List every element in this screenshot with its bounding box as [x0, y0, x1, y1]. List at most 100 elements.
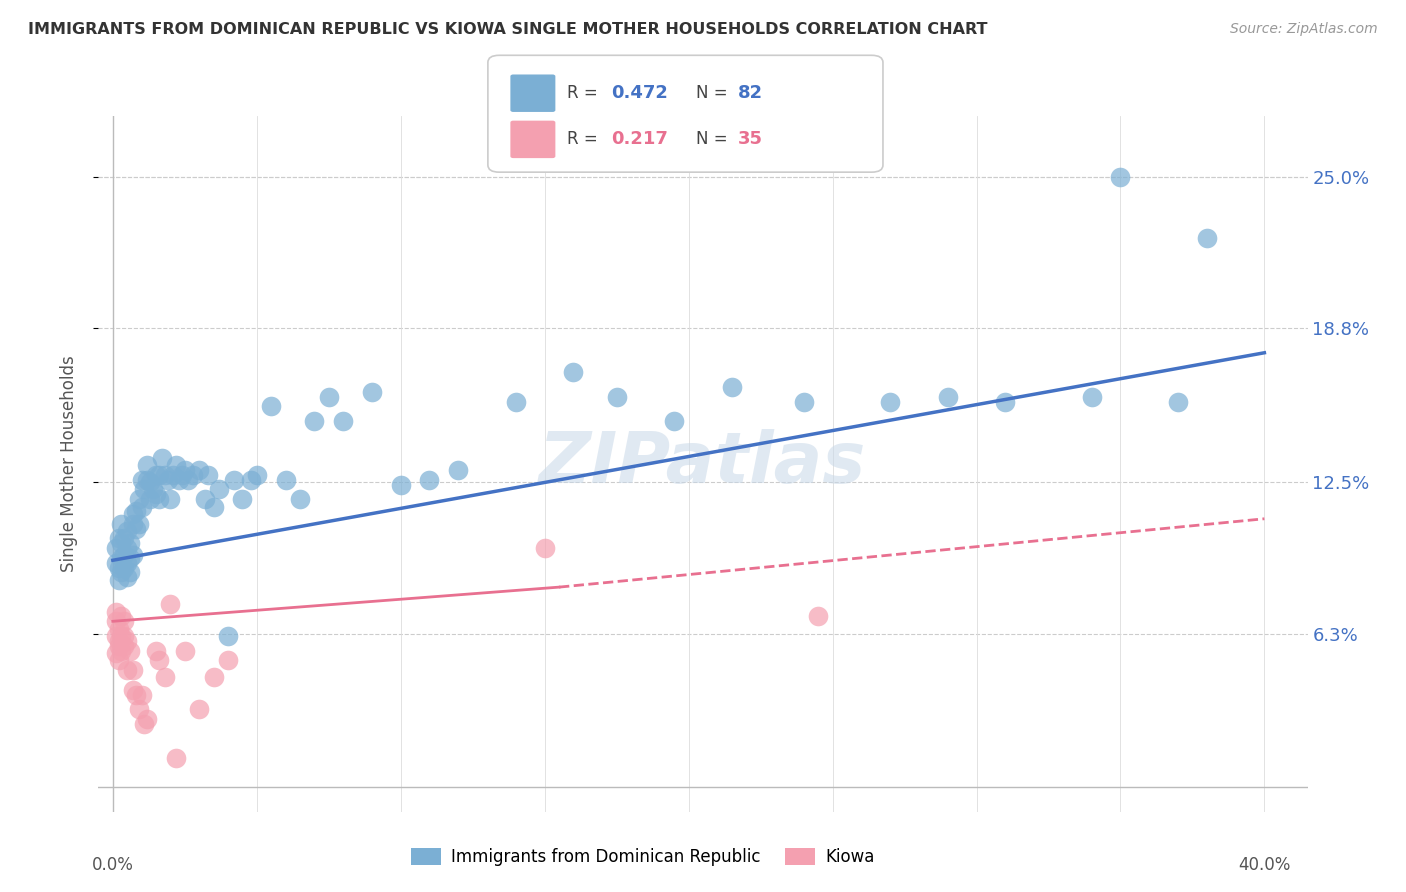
Point [332, 414, 354, 428]
Point [793, 394, 815, 409]
Point [1080, 390, 1102, 404]
Point [188, 702, 211, 716]
Point [165, 458, 187, 472]
Point [110, 643, 132, 657]
Point [183, 467, 205, 482]
Text: IMMIGRANTS FROM DOMINICAN REPUBLIC VS KIOWA SINGLE MOTHER HOUSEHOLDS CORRELATION: IMMIGRANTS FROM DOMINICAN REPUBLIC VS KI… [28, 22, 987, 37]
Point [112, 531, 135, 545]
Point [167, 473, 190, 487]
Point [240, 473, 263, 487]
Point [110, 566, 132, 580]
Point [148, 653, 170, 667]
Point [115, 524, 138, 538]
Point [162, 467, 184, 482]
Point [156, 473, 179, 487]
Point [115, 633, 138, 648]
Text: N =: N = [696, 84, 738, 103]
Point [107, 653, 129, 667]
Point [131, 688, 153, 702]
Point [104, 556, 127, 570]
Point [173, 463, 195, 477]
Point [217, 653, 239, 667]
Point [112, 629, 135, 643]
Point [197, 467, 219, 482]
Point [208, 483, 231, 497]
Point [125, 688, 148, 702]
Point [122, 663, 145, 677]
Text: Source: ZipAtlas.com: Source: ZipAtlas.com [1230, 22, 1378, 37]
Point [110, 536, 132, 550]
Point [104, 541, 127, 555]
Point [134, 716, 156, 731]
Point [562, 365, 585, 379]
Point [110, 550, 132, 565]
Point [1167, 394, 1189, 409]
Point [107, 573, 129, 587]
Point [159, 492, 181, 507]
Point [936, 390, 959, 404]
Point [202, 500, 225, 514]
Point [173, 643, 195, 657]
Y-axis label: Single Mother Households: Single Mother Households [59, 356, 77, 572]
Point [176, 473, 198, 487]
Point [153, 467, 176, 482]
Point [122, 682, 145, 697]
Point [720, 380, 742, 394]
Point [1109, 169, 1132, 184]
Point [260, 400, 283, 414]
Point [606, 390, 628, 404]
Point [145, 643, 167, 657]
Point [120, 550, 142, 565]
Point [136, 458, 159, 472]
Point [994, 394, 1017, 409]
Point [107, 560, 129, 574]
Point [139, 492, 162, 507]
Point [288, 492, 311, 507]
Point [318, 390, 340, 404]
Point [110, 516, 132, 531]
Text: R =: R = [567, 130, 607, 148]
Point [131, 473, 153, 487]
Point [110, 609, 132, 624]
Point [807, 609, 830, 624]
Text: 0.0%: 0.0% [91, 855, 134, 873]
Point [188, 463, 211, 477]
Point [139, 475, 162, 490]
Point [115, 663, 138, 677]
Point [128, 516, 150, 531]
Point [120, 536, 142, 550]
Point [246, 467, 269, 482]
Point [115, 541, 138, 555]
Point [304, 414, 326, 428]
Point [128, 492, 150, 507]
Point [112, 549, 135, 563]
Point [136, 473, 159, 487]
Text: 82: 82 [738, 84, 763, 103]
Point [153, 670, 176, 684]
Point [148, 467, 170, 482]
Point [202, 670, 225, 684]
Point [150, 450, 173, 465]
Text: 0.217: 0.217 [612, 130, 668, 148]
Point [122, 549, 145, 563]
Point [120, 643, 142, 657]
Point [131, 500, 153, 514]
Point [120, 566, 142, 580]
Point [231, 492, 253, 507]
Point [107, 622, 129, 636]
Point [170, 467, 193, 482]
Point [159, 597, 181, 611]
Text: N =: N = [696, 130, 738, 148]
Point [418, 473, 440, 487]
Point [447, 463, 470, 477]
Point [122, 516, 145, 531]
Point [165, 751, 187, 765]
Point [112, 560, 135, 574]
Point [104, 629, 127, 643]
Point [361, 384, 384, 399]
Point [104, 615, 127, 629]
Text: 0.472: 0.472 [612, 84, 668, 103]
Point [664, 414, 686, 428]
Point [115, 556, 138, 570]
Point [1195, 231, 1218, 245]
